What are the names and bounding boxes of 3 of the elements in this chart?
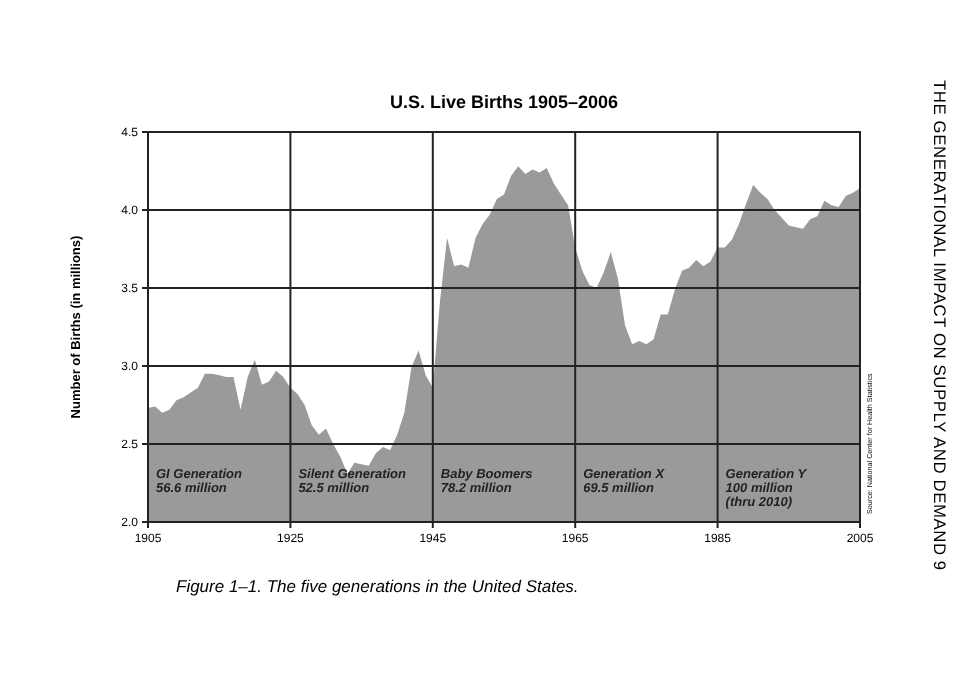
caption: Figure 1–1. The five generations in the United States. [176,576,579,596]
chart-title: U.S. Live Births 1905–2006 [389,92,619,112]
text: THE GENERATIONAL IMPACT ON SUPPLY AND DEMAND 9 [930,80,950,571]
